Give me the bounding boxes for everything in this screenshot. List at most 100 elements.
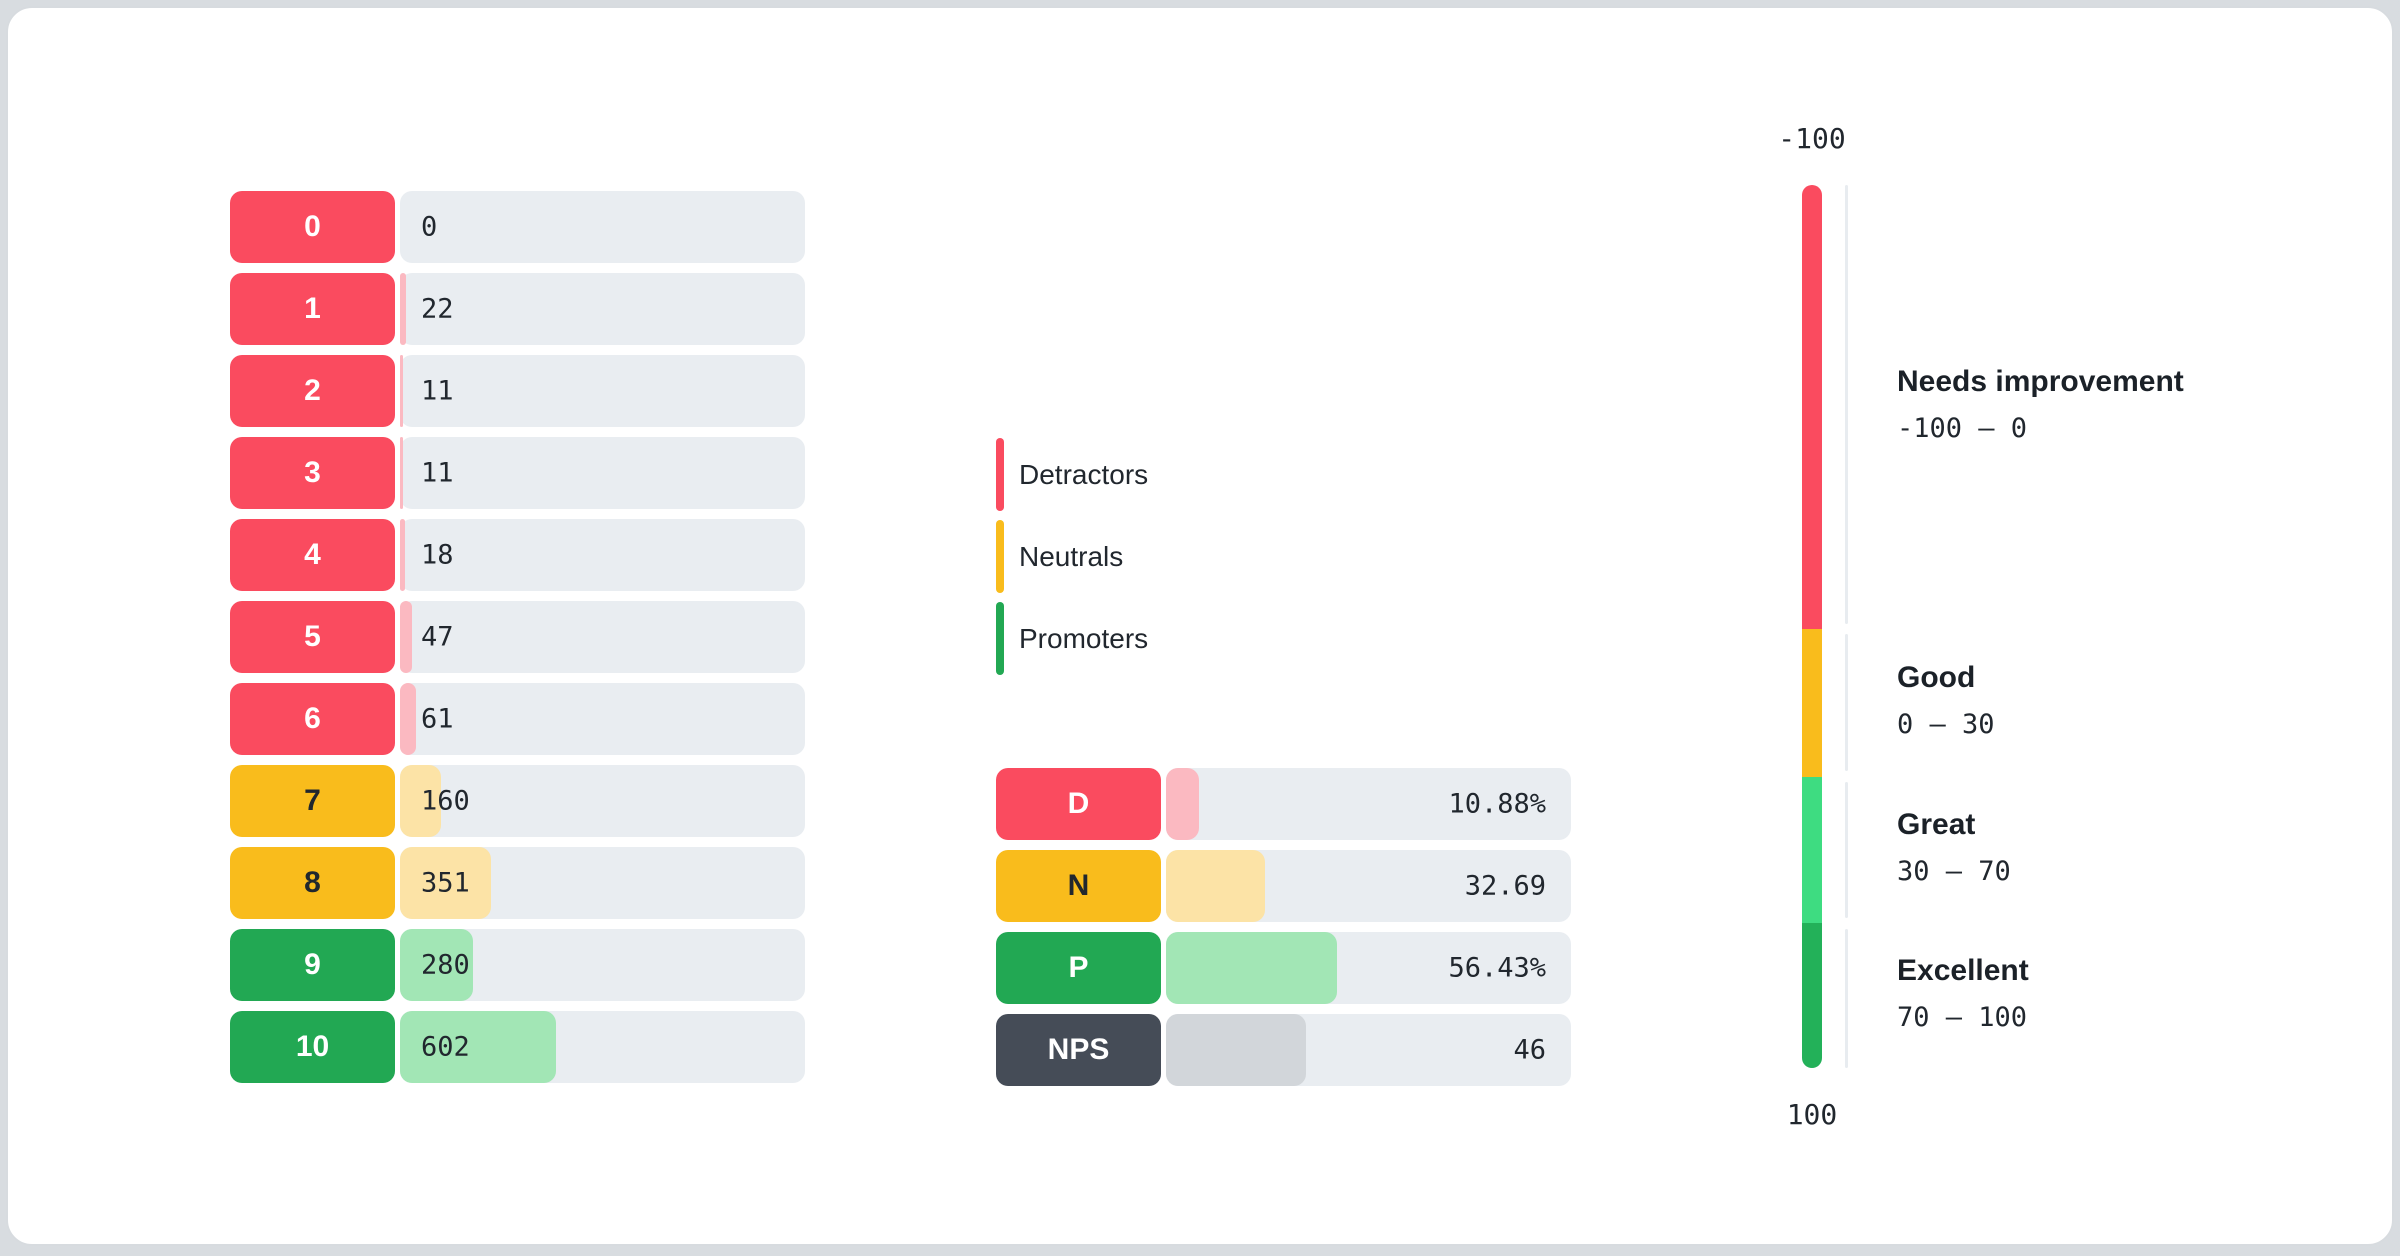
legend-swatch-promoters: [996, 602, 1004, 675]
gauge-zone-label-good: Good 0 — 30: [1897, 657, 1995, 746]
summary-row-nps: NPS 46: [996, 1014, 1571, 1086]
summary-bar-value: 10.88%: [1448, 788, 1546, 820]
nps-legend: Detractors Neutrals Promoters: [996, 438, 1148, 684]
score-row: 3 11: [230, 437, 805, 509]
gauge-zone-great: [1802, 776, 1822, 924]
score-bar-fill: [400, 355, 403, 427]
summary-chip: D: [996, 768, 1161, 840]
gauge-zone-title: Good: [1897, 661, 1976, 694]
score-bar-fill: [400, 683, 416, 755]
score-bar-track: 160: [400, 765, 805, 837]
summary-chip-label: NPS: [1047, 1033, 1110, 1066]
summary-row-promoters: P 56.43%: [996, 932, 1571, 1004]
summary-row-neutrals: N 32.69: [996, 850, 1571, 922]
score-row: 10 602: [230, 1011, 805, 1083]
summary-chip-label: N: [1067, 869, 1090, 902]
gauge-zone-title: Needs improvement: [1897, 365, 2184, 398]
score-bar-value: 160: [421, 785, 470, 817]
score-row: 9 280: [230, 929, 805, 1001]
score-bar-track: 18: [400, 519, 805, 591]
summary-chip: N: [996, 850, 1161, 922]
score-row: 0 0: [230, 191, 805, 263]
score-distribution-chart: 0 0 1 22 2 11: [230, 191, 805, 1093]
score-chip: 7: [230, 765, 395, 837]
summary-bar-value: 56.43%: [1448, 952, 1546, 984]
legend-item-promoters: Promoters: [996, 602, 1148, 675]
summary-bar-value: 46: [1513, 1034, 1546, 1066]
nps-summary-chart: D 10.88% N 32.69 P 56.43%: [996, 768, 1571, 1096]
legend-swatch-detractors: [996, 438, 1004, 511]
score-bar-track: 47: [400, 601, 805, 673]
score-bar-value: 61: [421, 703, 454, 735]
score-chip-label: 3: [304, 456, 321, 489]
gauge-zone-range: -100 — 0: [1897, 413, 2028, 444]
score-bar-fill: [400, 1011, 556, 1083]
summary-chip: P: [996, 932, 1161, 1004]
gauge-zone-title: Great: [1897, 808, 1976, 841]
summary-bar-fill: [1166, 850, 1266, 922]
score-chip: 0: [230, 191, 395, 263]
summary-bar-track: 10.88%: [1166, 768, 1571, 840]
score-bar-track: 11: [400, 437, 805, 509]
gauge-zone-range: 30 — 70: [1897, 856, 2011, 887]
score-bar-track: 351: [400, 847, 805, 919]
gauge-axis-line: [1845, 782, 1848, 918]
score-chip: 10: [230, 1011, 395, 1083]
score-row: 8 351: [230, 847, 805, 919]
score-bar-track: 22: [400, 273, 805, 345]
score-chip: 5: [230, 601, 395, 673]
summary-bar-value: 32.69: [1464, 870, 1546, 902]
score-chip-label: 8: [304, 866, 321, 899]
score-chip: 3: [230, 437, 395, 509]
gauge-axis-line: [1845, 185, 1848, 624]
summary-chip: NPS: [996, 1014, 1161, 1086]
summary-bar-fill: [1166, 932, 1338, 1004]
gauge-zone-range: 70 — 100: [1897, 1002, 2028, 1033]
score-chip: 2: [230, 355, 395, 427]
score-bar-value: 47: [421, 621, 454, 653]
score-chip-label: 6: [304, 702, 321, 735]
gauge-zone-needs-improvement: [1802, 185, 1822, 630]
score-row: 6 61: [230, 683, 805, 755]
gauge-axis-min-label: 100: [1786, 1098, 1838, 1131]
score-bar-value: 602: [421, 1031, 470, 1063]
summary-bar-track: 56.43%: [1166, 932, 1571, 1004]
score-chip: 1: [230, 273, 395, 345]
summary-row-detractors: D 10.88%: [996, 768, 1571, 840]
legend-label: Detractors: [1019, 458, 1149, 490]
score-bar-track: 61: [400, 683, 805, 755]
summary-bar-track: 32.69: [1166, 850, 1571, 922]
score-bar-value: 22: [421, 293, 454, 325]
score-chip-label: 5: [304, 620, 321, 653]
score-bar-track: 11: [400, 355, 805, 427]
gauge-zone-range: 0 — 30: [1897, 709, 1995, 740]
score-bar-fill: [400, 519, 405, 591]
gauge-zone-good: [1802, 629, 1822, 777]
legend-label: Promoters: [1019, 622, 1149, 654]
gauge-zone-excellent: [1802, 923, 1822, 1068]
score-row: 2 11: [230, 355, 805, 427]
summary-bar-track: 46: [1166, 1014, 1571, 1086]
score-chip-label: 0: [304, 210, 321, 243]
summary-chip-label: D: [1067, 787, 1090, 820]
score-bar-value: 280: [421, 949, 470, 981]
score-bar-value: 18: [421, 539, 454, 571]
summary-bar-fill: [1166, 1014, 1306, 1086]
score-row: 1 22: [230, 273, 805, 345]
gauge-zone-label-great: Great 30 — 70: [1897, 804, 2011, 893]
gauge-zone-label-needs-improvement: Needs improvement -100 — 0: [1897, 361, 2184, 450]
gauge-axis-line: [1845, 634, 1848, 771]
score-bar-value: 351: [421, 867, 470, 899]
score-chip-label: 10: [295, 1030, 330, 1063]
legend-item-detractors: Detractors: [996, 438, 1148, 511]
score-chip-label: 4: [304, 538, 321, 571]
score-bar-fill: [400, 765, 442, 837]
nps-gauge-bar: [1802, 185, 1822, 1068]
score-row: 5 47: [230, 601, 805, 673]
score-chip: 8: [230, 847, 395, 919]
gauge-axis-line: [1845, 929, 1848, 1068]
score-bar-fill: [400, 273, 406, 345]
legend-label: Neutrals: [1019, 540, 1124, 572]
score-bar-track: 280: [400, 929, 805, 1001]
